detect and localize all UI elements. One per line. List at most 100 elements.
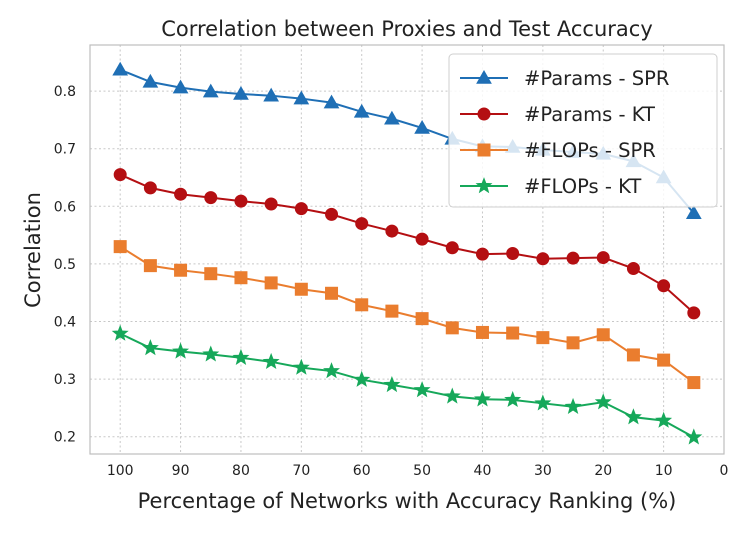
data-point bbox=[294, 282, 308, 296]
data-point bbox=[143, 181, 157, 195]
x-tick-label: 40 bbox=[474, 463, 492, 479]
data-point bbox=[534, 394, 552, 411]
data-point bbox=[566, 251, 580, 265]
y-tick-label: 0.3 bbox=[54, 372, 76, 388]
y-tick-label: 0.8 bbox=[54, 84, 76, 100]
data-point bbox=[204, 267, 218, 281]
data-point bbox=[414, 119, 430, 134]
y-tick-label: 0.5 bbox=[54, 257, 76, 273]
x-tick-label: 60 bbox=[353, 463, 371, 479]
x-tick-label: 30 bbox=[534, 463, 552, 479]
x-axis-label: Percentage of Networks with Accuracy Ran… bbox=[138, 489, 677, 513]
data-point bbox=[262, 352, 280, 370]
data-point bbox=[174, 263, 188, 277]
x-tick-label: 80 bbox=[232, 463, 250, 479]
data-point bbox=[113, 240, 127, 254]
y-tick-label: 0.2 bbox=[54, 430, 76, 446]
data-point bbox=[172, 79, 189, 94]
data-point bbox=[323, 94, 340, 109]
data-point bbox=[685, 428, 703, 445]
data-point bbox=[234, 271, 248, 285]
data-point bbox=[353, 103, 370, 118]
data-point bbox=[112, 61, 129, 76]
legend-box bbox=[448, 53, 718, 208]
data-point bbox=[323, 362, 340, 379]
data-point bbox=[443, 387, 461, 404]
data-point bbox=[264, 276, 278, 290]
data-point bbox=[294, 202, 308, 216]
data-point bbox=[202, 83, 219, 98]
legend-marker bbox=[476, 69, 492, 84]
data-point bbox=[325, 207, 339, 221]
data-point bbox=[413, 381, 431, 398]
legend-marker bbox=[477, 107, 491, 121]
data-point bbox=[474, 390, 491, 407]
series-1 bbox=[113, 168, 701, 320]
data-point bbox=[142, 73, 159, 88]
data-point bbox=[536, 331, 550, 345]
data-point bbox=[293, 90, 310, 105]
series-layer bbox=[111, 61, 703, 445]
data-point bbox=[475, 325, 489, 339]
data-point bbox=[504, 390, 522, 408]
data-point bbox=[202, 345, 220, 362]
data-point bbox=[325, 286, 339, 300]
data-point bbox=[172, 342, 190, 359]
data-point bbox=[685, 205, 702, 219]
data-point bbox=[234, 194, 248, 208]
y-tick-label: 0.6 bbox=[54, 199, 76, 215]
data-point bbox=[355, 217, 369, 231]
data-point bbox=[174, 187, 188, 201]
data-point bbox=[385, 224, 399, 238]
data-point bbox=[506, 247, 520, 261]
legend-marker bbox=[477, 143, 491, 157]
x-tick-label: 10 bbox=[655, 463, 673, 479]
data-point bbox=[445, 241, 459, 255]
data-point bbox=[596, 328, 610, 342]
data-point bbox=[506, 326, 520, 340]
x-tick-label: 90 bbox=[172, 463, 190, 479]
data-point bbox=[624, 408, 642, 425]
y-axis-label: Correlation bbox=[21, 192, 45, 308]
y-tick-label: 0.7 bbox=[54, 142, 76, 158]
data-point bbox=[415, 312, 429, 326]
x-tick-label: 50 bbox=[413, 463, 431, 479]
x-tick-label: 100 bbox=[107, 463, 134, 479]
data-point bbox=[263, 87, 280, 102]
x-tick-label: 0 bbox=[720, 463, 729, 479]
x-tick-label: 20 bbox=[594, 463, 612, 479]
data-point bbox=[536, 252, 550, 266]
data-point bbox=[353, 370, 371, 387]
data-point bbox=[687, 376, 701, 390]
data-point bbox=[385, 304, 399, 318]
data-point bbox=[655, 411, 673, 428]
data-point bbox=[292, 358, 310, 375]
data-point bbox=[143, 259, 157, 273]
legend-marker bbox=[475, 177, 493, 194]
data-point bbox=[594, 393, 612, 410]
data-point bbox=[596, 251, 610, 265]
data-point bbox=[445, 321, 459, 335]
data-point bbox=[415, 232, 429, 246]
data-point bbox=[355, 298, 369, 312]
data-point bbox=[475, 247, 489, 261]
data-point bbox=[383, 375, 401, 393]
legend-label: #Params - SPR bbox=[524, 67, 669, 90]
series-3 bbox=[111, 324, 703, 445]
data-point bbox=[657, 353, 671, 367]
data-point bbox=[233, 85, 249, 100]
data-point bbox=[626, 348, 640, 362]
data-point bbox=[232, 348, 250, 366]
y-tick-label: 0.4 bbox=[54, 315, 76, 331]
legend-label: #FLOPs - SPR bbox=[524, 139, 656, 162]
data-point bbox=[626, 262, 640, 276]
tick-layer: 100 90 80 70 60 50 40 30 20 10 00.20.30.40.50.60.7… bbox=[54, 84, 729, 479]
data-point bbox=[384, 110, 400, 125]
legend-label: #Params - KT bbox=[524, 103, 655, 126]
data-point bbox=[566, 336, 580, 350]
data-point bbox=[687, 306, 701, 320]
data-point bbox=[564, 397, 582, 414]
plot-area bbox=[89, 44, 725, 455]
legend-label: #FLOPs - KT bbox=[524, 175, 641, 198]
